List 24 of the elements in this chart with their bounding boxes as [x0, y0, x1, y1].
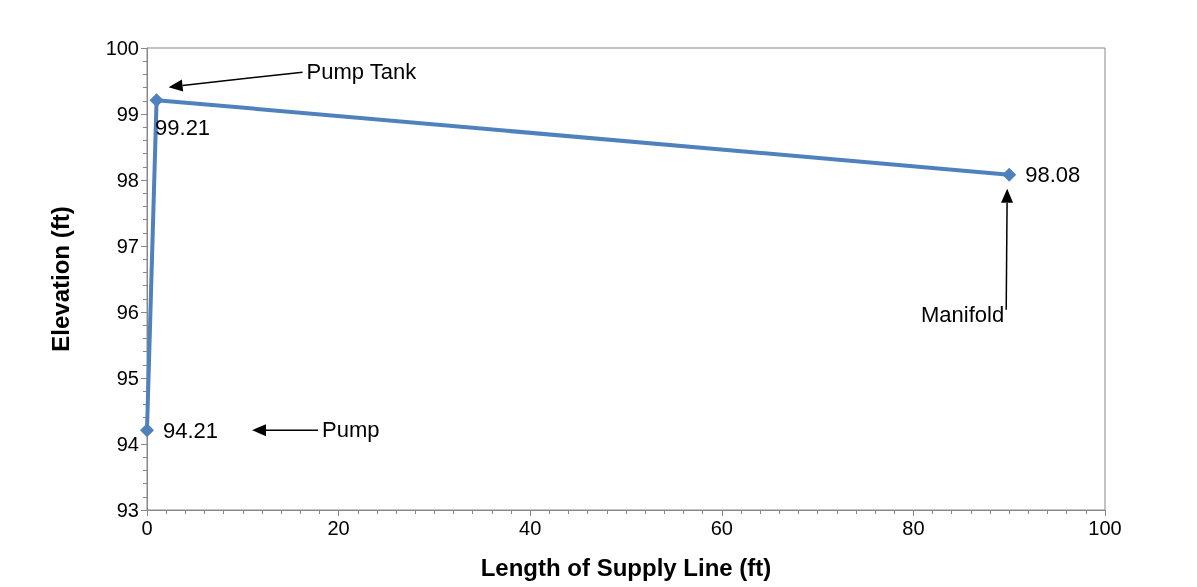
x-tick-label: 0 — [141, 517, 153, 539]
data-label: 94.21 — [163, 417, 219, 443]
x-axis-title: Length of Supply Line (ft) — [480, 553, 772, 581]
y-tick-label: 100 — [105, 37, 139, 59]
annotation: Pump — [322, 417, 380, 443]
point — [140, 423, 154, 438]
x-tick-label: 40 — [519, 517, 542, 539]
annotation: Pump Tank — [306, 59, 418, 85]
y-axis-title: Elevation (ft) — [46, 206, 74, 352]
point — [149, 93, 164, 108]
y-tick-label: 94 — [116, 433, 139, 455]
y-tick-label: 96 — [116, 301, 139, 323]
y-tick-label: 98 — [116, 169, 139, 191]
point — [1002, 167, 1017, 182]
x-tick-label: 60 — [710, 517, 733, 539]
y-tick-label: 95 — [116, 367, 139, 389]
data-label: 98.08 — [1025, 162, 1081, 188]
x-tick-label: 100 — [1088, 517, 1122, 539]
y-tick-label: 97 — [116, 235, 139, 257]
x-tick-label: 80 — [902, 517, 925, 539]
y-tick-label: 99 — [116, 103, 139, 125]
y-tick-label: 93 — [116, 499, 139, 521]
x-tick-label: 20 — [327, 517, 350, 539]
annotation: Manifold — [921, 301, 1005, 327]
